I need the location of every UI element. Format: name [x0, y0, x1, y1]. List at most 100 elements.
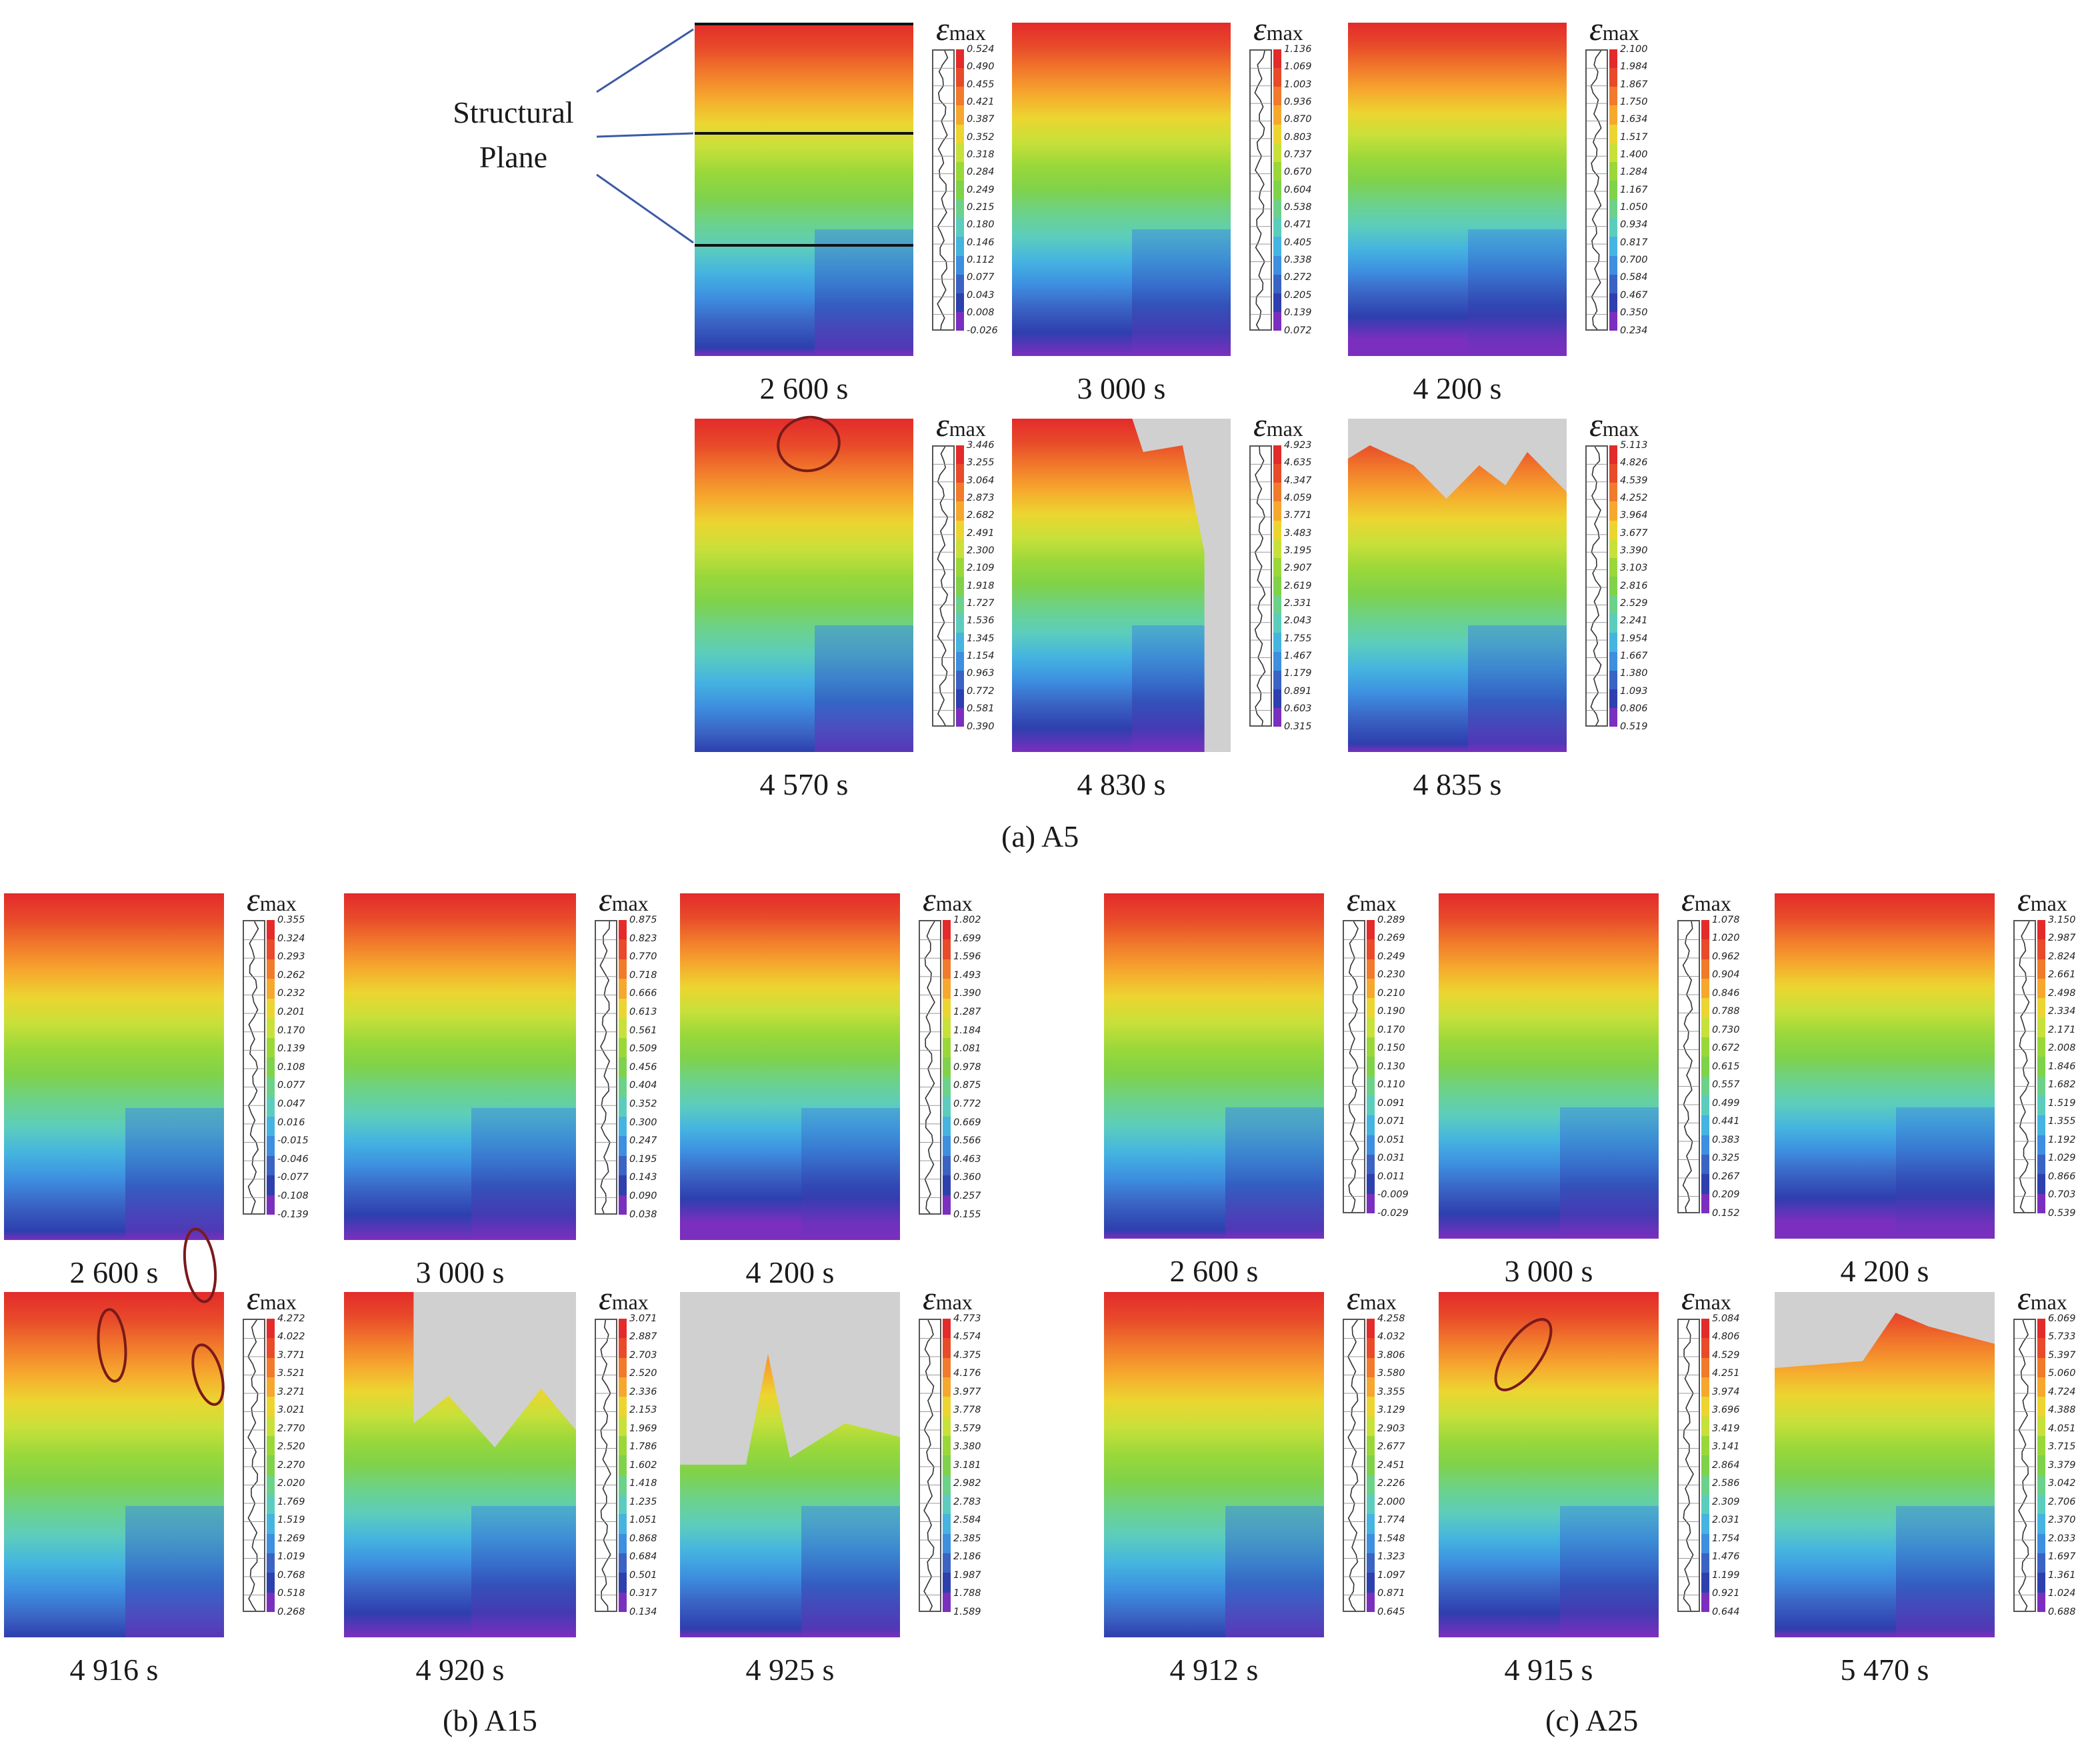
colorbar-swatch [1273, 707, 1281, 727]
colorbar-tick-label: 1.097 [1377, 1569, 1405, 1581]
colorbar-swatch [1367, 1475, 1375, 1495]
offset-block-a2 [1132, 229, 1231, 356]
colorbar-tick-label: 0.467 [1620, 289, 1648, 301]
emax-label-a1: εmax [936, 12, 986, 45]
colorbar-swatch [267, 920, 275, 940]
colorbar-tick-label: 0.155 [953, 1209, 981, 1220]
colorbar-tick-label: 0.501 [629, 1569, 657, 1581]
colorbar-swatch [1609, 161, 1617, 181]
colorbar-swatch [956, 255, 964, 275]
colorbar-swatch [1701, 1357, 1709, 1377]
colorbar-swatch [619, 959, 627, 979]
colorbar-swatch [943, 1136, 951, 1156]
colorbar-swatch [1609, 501, 1617, 521]
colorbar-c4 [1367, 1319, 1375, 1612]
colorbar-tick-label: 0.846 [1712, 987, 1740, 999]
emax-symbol: ε [1253, 406, 1267, 443]
colorbar-tick-label: 1.019 [277, 1551, 305, 1563]
colorbar-tick-label: 4.806 [1712, 1331, 1740, 1343]
colorbar-swatch [267, 1136, 275, 1156]
emax-symbol: ε [923, 881, 936, 918]
time-label-a4: 4 570 s [759, 767, 849, 801]
colorbar-swatch [956, 557, 964, 577]
strain-contour-map-b3 [680, 893, 900, 1240]
colorbar-tick-label: 1.051 [629, 1515, 657, 1526]
emax-label-c5: εmax [1681, 1281, 1731, 1315]
colorbar-tick-label: 1.750 [1620, 97, 1648, 108]
colorbar-swatch [267, 1195, 275, 1215]
colorbar-tick-label: 0.293 [277, 951, 305, 963]
colorbar-swatch [619, 939, 627, 959]
colorbar-swatch [956, 87, 964, 106]
colorbar-tick-label: 3.974 [1712, 1386, 1740, 1397]
colorbar-tick-label: 4.388 [2048, 1405, 2076, 1416]
colorbar-tick-label: 4.539 [1620, 475, 1648, 486]
colorbar-swatch [1273, 670, 1281, 689]
colorbar-swatch [956, 237, 964, 256]
colorbar-tick-label: 1.179 [1284, 668, 1312, 679]
colorbar-swatch [2037, 1193, 2045, 1213]
colorbar-swatch [1367, 998, 1375, 1018]
colorbar-swatch [267, 1155, 275, 1176]
colorbar-tick-label: 1.727 [967, 598, 995, 609]
colorbar-b5 [619, 1319, 627, 1612]
colorbar-swatch [2037, 998, 2045, 1018]
colorbar-tick-label: 2.109 [967, 563, 995, 574]
colorbar-swatch [1367, 1135, 1375, 1155]
colorbar-swatch [619, 1533, 627, 1553]
offset-block-b1 [125, 1108, 224, 1240]
colorbar-swatch [943, 1116, 951, 1137]
colorbar-swatch [2037, 1017, 2045, 1037]
colorbar-tick-label: 1.867 [1620, 79, 1648, 90]
colorbar-swatch [1273, 180, 1281, 200]
colorbar-tick-label: 0.962 [1712, 951, 1740, 962]
colorbar-tick-label: 2.706 [2048, 1496, 2076, 1507]
colorbar-tick-label: 0.230 [1377, 969, 1405, 981]
strain-contour-map-a4 [695, 419, 913, 752]
colorbar-tick-label: 3.446 [967, 440, 995, 451]
colorbar-c1 [1367, 920, 1375, 1213]
colorbar-tick-label: -0.026 [967, 325, 998, 336]
colorbar-swatch [267, 979, 275, 999]
emax-label-c2: εmax [1681, 883, 1731, 916]
colorbar-tick-label: 0.043 [967, 289, 995, 301]
colorbar-tick-label: 0.581 [967, 703, 995, 715]
colorbar-swatch [267, 1397, 275, 1417]
colorbar-a1 [956, 49, 964, 331]
colorbar-tick-label: 2.907 [1284, 563, 1312, 574]
colorbar-swatch [1609, 218, 1617, 237]
time-label-b6: 4 925 s [745, 1653, 835, 1687]
emax-subscript: max [1359, 1290, 1397, 1314]
colorbar-ticks-b5: 3.071 2.887 2.703 2.520 2.336 2.153 1.969 1.786… [629, 1314, 657, 1617]
colorbar-tick-label: 1.093 [1620, 685, 1648, 697]
colorbar-swatch [943, 1319, 951, 1339]
colorbar-tick-label: -0.139 [277, 1209, 309, 1220]
colorbar-swatch [1367, 1377, 1375, 1397]
leader-line-bottom [596, 173, 694, 244]
colorbar-swatch [1701, 1076, 1709, 1096]
colorbar-tick-label: -0.077 [277, 1172, 309, 1183]
colorbar-tick-label: 0.770 [629, 951, 657, 963]
colorbar-a3 [1609, 49, 1617, 331]
time-label-b3: 4 200 s [745, 1255, 835, 1289]
emax-symbol: ε [599, 1279, 612, 1317]
leader-line-middle [596, 132, 694, 138]
colorbar-swatch [956, 689, 964, 708]
colorbar-ticks-c1: 0.289 0.269 0.249 0.230 0.210 0.190 0.170 0.150… [1377, 915, 1409, 1218]
colorbar-tick-label: 0.455 [967, 79, 995, 90]
crack-ellipse-b4-top [183, 1227, 217, 1303]
emax-symbol: ε [1589, 406, 1603, 443]
strain-contour-map-b1 [4, 893, 224, 1240]
colorbar-tick-label: 1.029 [2048, 1153, 2076, 1164]
colorbar-swatch [1701, 1573, 1709, 1593]
colorbar-tick-label: 3.150 [2048, 915, 2076, 925]
colorbar-c2 [1701, 920, 1709, 1213]
colorbar-swatch [1701, 1338, 1709, 1358]
strain-contour-map-c3 [1775, 893, 1995, 1239]
colorbar-tick-label: 0.071 [1377, 1116, 1405, 1127]
colorbar-tick-label: 4.258 [1377, 1313, 1405, 1324]
colorbar-tick-label: 0.672 [1712, 1043, 1740, 1054]
colorbar-tick-label: 0.318 [967, 149, 995, 161]
offset-block-c1 [1225, 1107, 1324, 1239]
structural-plane-label-line2: Plane [479, 139, 548, 174]
